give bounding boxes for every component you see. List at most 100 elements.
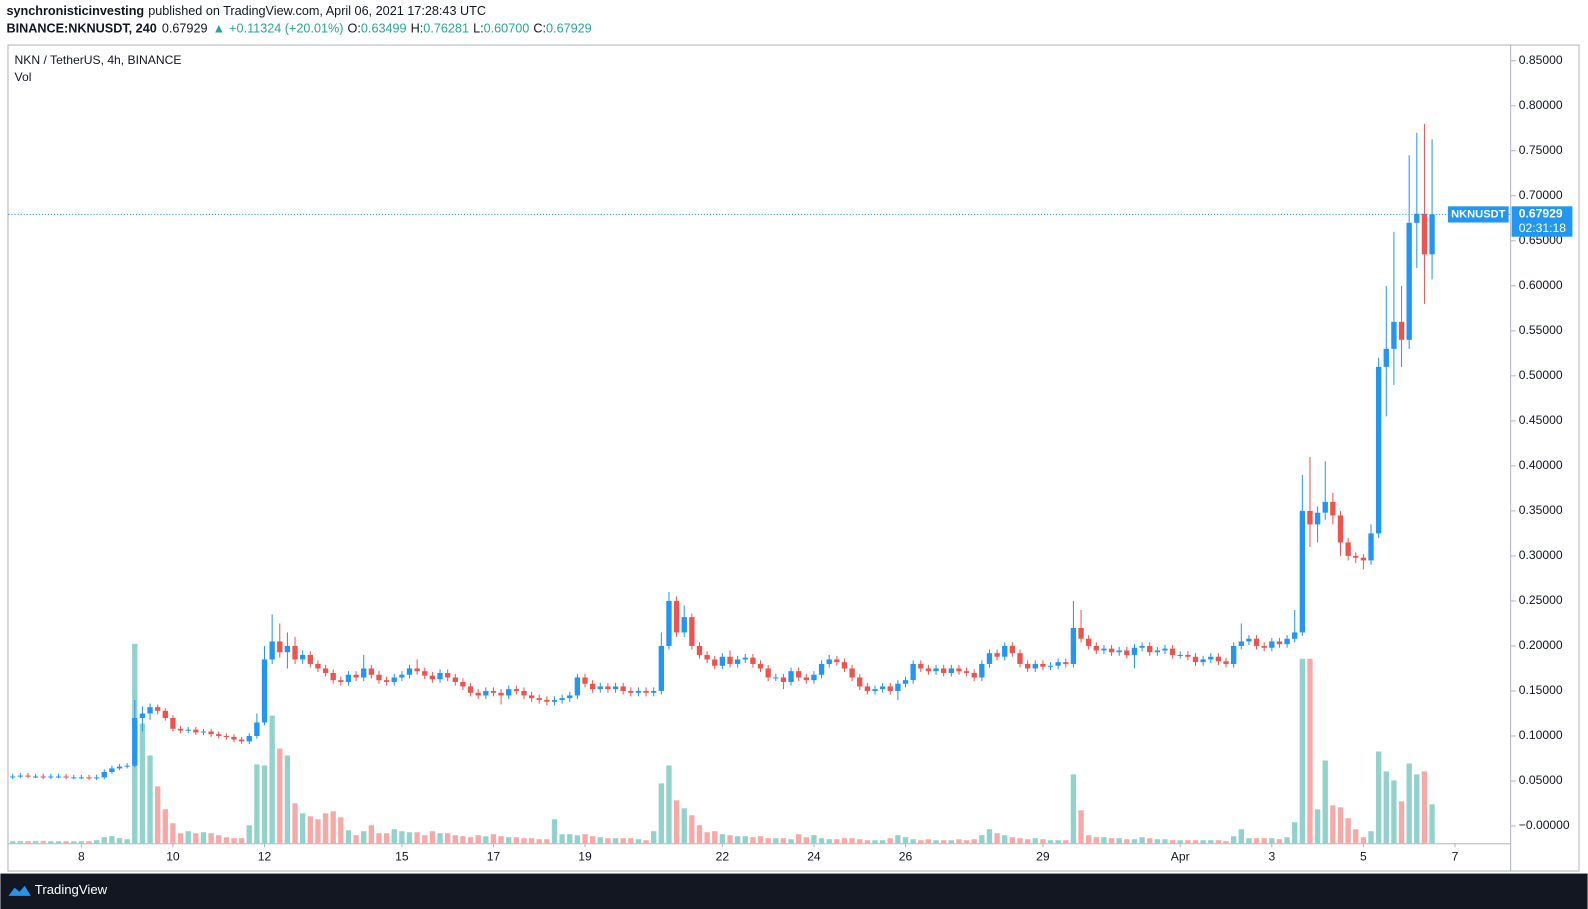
candle-body [841, 662, 848, 669]
volume-bar [490, 834, 497, 844]
l: 0.60700 [484, 22, 530, 36]
volume-bar [971, 839, 977, 844]
candle-body [666, 600, 672, 646]
candle-body [1314, 512, 1321, 525]
volume-bar [742, 836, 748, 844]
candle-body [933, 668, 939, 672]
price-countdown: 02:31:18 [1519, 221, 1566, 235]
volume-bar [1398, 801, 1405, 844]
volume-bar [818, 838, 825, 844]
volume-bar [177, 833, 184, 844]
candle-body [109, 768, 115, 772]
volume-bar [1093, 837, 1099, 844]
footer-bar [0, 873, 1588, 909]
candle-body [383, 680, 390, 682]
candle-body [1322, 501, 1328, 513]
volume-bar [25, 841, 31, 844]
y-tick-label: 0.30000 [1519, 548, 1563, 562]
volume-bar [1139, 837, 1145, 844]
c: 0.67929 [546, 22, 592, 36]
volume-bar [1292, 822, 1298, 844]
o-label: O: [348, 22, 361, 36]
footer-logo [8, 885, 31, 896]
candle-body [689, 617, 695, 646]
volume-bar [635, 839, 642, 844]
volume-bar [834, 839, 840, 844]
candle-body [338, 680, 344, 682]
volume-bar [452, 835, 458, 844]
candle-body [727, 656, 733, 664]
c-label: C: [533, 22, 546, 36]
y-tick-label: −0.00000 [1519, 818, 1570, 832]
volume-bar [193, 833, 199, 844]
candle-body [498, 692, 504, 696]
volume-bar [254, 764, 260, 844]
candle-body [628, 690, 634, 693]
candle-body [910, 663, 916, 681]
volume-bar [1185, 840, 1191, 844]
candle-body [223, 735, 230, 737]
candle-body [1345, 542, 1351, 556]
volume-bar [605, 838, 611, 844]
candle-body [1009, 645, 1016, 654]
volume-bar [78, 841, 85, 844]
volume-bar [902, 837, 909, 844]
candle-body [757, 663, 764, 669]
candle-body [872, 689, 878, 691]
candle-body [1139, 645, 1145, 648]
volume-bar [368, 825, 375, 844]
candle-body [742, 657, 748, 660]
volume-bar [170, 823, 176, 844]
candle-body [1299, 510, 1306, 633]
candle-body [528, 695, 535, 699]
candle-body [1200, 659, 1206, 663]
volume-bar [651, 831, 657, 844]
candle-body [1192, 656, 1199, 663]
volume-bar [238, 838, 245, 844]
volume-bar [918, 840, 924, 844]
volume-bar [1131, 839, 1138, 844]
volume-bar [139, 723, 146, 844]
volume-bar [1330, 805, 1336, 844]
plot: −0.00000 0.05000 0.10000 0.15000 0.20000 0.25… [8, 53, 1573, 864]
candle-body [963, 671, 970, 673]
candle-body [1238, 641, 1244, 646]
candle-body [414, 668, 420, 672]
volume-bar [429, 831, 436, 844]
volume-bar [200, 832, 207, 844]
volume-bar [124, 839, 130, 844]
volume-bar [1162, 839, 1168, 844]
candle-body [147, 707, 153, 714]
published: published on TradingView.com, April 06, … [148, 4, 486, 18]
candle-body [1093, 645, 1099, 651]
candle-body [315, 663, 321, 669]
volume-bar [1108, 838, 1115, 844]
candle-body [948, 668, 954, 673]
candle-body [1208, 656, 1214, 660]
x-tick-label: 15 [395, 850, 409, 864]
volume-bar [681, 808, 687, 844]
candle-body [1368, 533, 1374, 561]
candle-body [376, 674, 382, 681]
volume-bar [589, 836, 596, 844]
candle-body [132, 717, 138, 766]
volume-bar [1337, 807, 1344, 844]
candle-body [834, 659, 840, 663]
candle-body [651, 690, 657, 693]
candle-body [1086, 638, 1092, 646]
candle-body [696, 645, 703, 655]
candle-body [1269, 641, 1275, 648]
candle-body [284, 645, 291, 653]
y-tick-label: 0.60000 [1519, 278, 1563, 292]
candle-body [483, 690, 489, 696]
candle-body [765, 668, 771, 678]
volume-bar [612, 838, 619, 844]
footer-brand: TradingView [35, 882, 108, 897]
volume-title: Vol [15, 70, 32, 84]
candle-body [292, 645, 298, 660]
volume-bar [315, 819, 321, 844]
candle-body [139, 713, 146, 718]
